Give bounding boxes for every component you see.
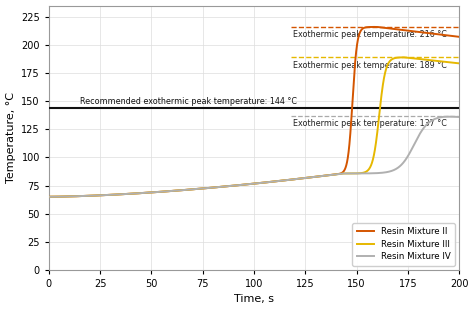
Text: Recommended exothermic peak temperature: 144 °C: Recommended exothermic peak temperature:… — [80, 97, 297, 106]
Resin Mixture III — [241, 183, 246, 187]
Line: Resin Mixture IV: Resin Mixture IV — [49, 117, 459, 197]
Resin Mixture III — [344, 172, 350, 175]
Resin Mixture III — [456, 61, 462, 65]
Resin Mixture II — [456, 35, 462, 39]
Resin Mixture IV — [456, 115, 462, 119]
Resin Mixture II — [423, 31, 429, 35]
Resin Mixture II — [219, 185, 224, 189]
Resin Mixture IV — [222, 185, 228, 188]
Resin Mixture II — [222, 185, 228, 188]
Resin Mixture IV — [344, 172, 350, 175]
Text: Exothermic peak temperature: 137 °C: Exothermic peak temperature: 137 °C — [293, 119, 447, 128]
Resin Mixture III — [444, 60, 449, 64]
Resin Mixture III — [423, 58, 429, 62]
Resin Mixture III — [219, 185, 224, 189]
Text: Exothermic peak temperature: 189 °C: Exothermic peak temperature: 189 °C — [293, 61, 447, 70]
Line: Resin Mixture II: Resin Mixture II — [49, 27, 459, 197]
Y-axis label: Temperature, °C: Temperature, °C — [6, 92, 16, 183]
Resin Mixture IV — [423, 123, 429, 127]
Legend: Resin Mixture II, Resin Mixture III, Resin Mixture IV: Resin Mixture II, Resin Mixture III, Res… — [352, 223, 455, 266]
Resin Mixture III — [401, 55, 407, 59]
Resin Mixture IV — [46, 195, 52, 199]
Resin Mixture IV — [446, 115, 452, 118]
X-axis label: Time, s: Time, s — [234, 294, 274, 304]
Resin Mixture II — [241, 183, 246, 187]
Resin Mixture II — [46, 195, 52, 199]
Resin Mixture IV — [241, 183, 246, 187]
Resin Mixture IV — [219, 185, 224, 189]
Text: Exothermic peak temperature: 216 °C: Exothermic peak temperature: 216 °C — [293, 30, 447, 39]
Line: Resin Mixture III: Resin Mixture III — [49, 57, 459, 197]
Resin Mixture III — [46, 195, 52, 199]
Resin Mixture IV — [444, 115, 449, 118]
Resin Mixture II — [444, 33, 449, 37]
Resin Mixture II — [374, 25, 380, 29]
Resin Mixture III — [222, 185, 228, 188]
Resin Mixture II — [344, 161, 350, 164]
